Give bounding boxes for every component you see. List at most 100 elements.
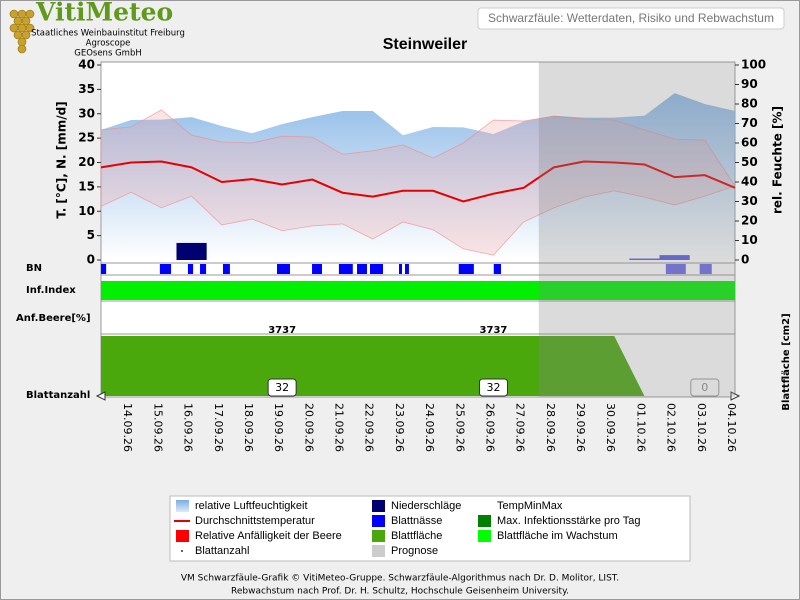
row-label: Anf.Beere[%]	[16, 313, 91, 324]
y2-axis-label: rel. Feuchte [%]	[771, 106, 785, 214]
x-tick-label: 26.09.26	[483, 403, 496, 452]
inf-index-strip	[101, 281, 735, 300]
x-tick-label: 23.09.26	[393, 403, 406, 452]
legend-label: Relative Anfälligkeit der Beere	[195, 530, 342, 542]
chart-title: Steinweiler	[383, 36, 467, 53]
legend-label: Blattfläche im Wachstum	[497, 530, 618, 542]
legend-label: Blattfläche	[391, 530, 442, 542]
legend-icon	[176, 530, 189, 542]
x-tick-label: 02.10.26	[665, 403, 678, 452]
legend-label: TempMinMax	[497, 500, 563, 512]
y-axis-label: T. [°C], N. [mm/d]	[55, 101, 69, 218]
y-tick-label: 35	[78, 82, 95, 96]
y2-tick-label: 20	[741, 214, 758, 228]
bn-block	[699, 264, 712, 274]
row-label: BN	[26, 263, 42, 274]
x-tick-label: 15.09.26	[151, 403, 164, 452]
x-tick-label: 14.09.26	[121, 403, 134, 452]
legend-icon	[478, 530, 491, 542]
y-tick-label: 30	[78, 106, 95, 120]
x-tick-label: 21.09.26	[333, 403, 346, 452]
legend-label: Prognose	[391, 545, 438, 557]
humidity-area	[101, 93, 735, 260]
precip-bar	[629, 258, 660, 260]
precip-bar	[659, 255, 690, 260]
y-tick-label: 20	[78, 155, 95, 169]
y2-tick-label: 40	[741, 175, 758, 189]
precip-bar	[176, 242, 207, 260]
bn-block	[312, 264, 322, 274]
x-tick-label: 16.09.26	[182, 403, 195, 452]
x-tick-label: 22.09.26	[363, 403, 376, 452]
line-series	[100, 160, 736, 203]
y2-tick-label: 100	[741, 58, 766, 72]
bn-block	[357, 264, 367, 274]
page-title: Schwarzfäule: Wetterdaten, Risiko und Re…	[488, 11, 774, 25]
leaf-count-box	[690, 378, 720, 397]
axis-arrow	[95, 391, 741, 401]
legend-icon	[478, 515, 491, 527]
x-tick-label: 20.09.26	[302, 403, 315, 452]
logo-line: GEOsens GmbH	[74, 49, 141, 59]
y-tick-label: 25	[78, 131, 95, 145]
bn-block	[405, 264, 409, 274]
leaf-count-box	[267, 378, 297, 397]
y-tick-label: 0	[87, 253, 95, 267]
y2-tick-label: 50	[741, 155, 758, 169]
bn-block	[159, 264, 172, 274]
legend-label: Niederschläge	[391, 500, 461, 512]
y2-tick-label: 0	[741, 253, 749, 267]
bn-block	[665, 264, 686, 274]
bn-block	[222, 264, 230, 274]
bn-block	[398, 264, 402, 274]
y2-tick-label: 30	[741, 194, 758, 208]
bn-block	[369, 264, 383, 274]
logo-line: Staatliches Weinbauinstitut Freiburg	[31, 29, 185, 39]
y-tick-label: 15	[78, 179, 95, 193]
forecast-overlay	[538, 62, 735, 397]
footer-line: VM Schwarzfäule-Grafik © VitiMeteo-Grupp…	[181, 574, 619, 584]
x-tick-label: 30.09.26	[604, 403, 617, 452]
x-tick-label: 28.09.26	[544, 403, 557, 452]
row-label: Blattanzahl	[26, 390, 90, 401]
berry-label: 3737	[480, 325, 508, 336]
bn-block	[338, 264, 353, 274]
temp-min-max-band	[100, 109, 736, 256]
x-tick-label: 17.09.26	[212, 403, 225, 452]
y2-tick-label: 10	[741, 233, 758, 247]
page-title-box	[477, 7, 785, 30]
leaf-area	[101, 336, 735, 396]
legend-icon	[372, 530, 385, 542]
x-tick-label: 29.09.26	[574, 403, 587, 452]
y-tick-label: 10	[78, 204, 95, 218]
x-tick-label: 03.10.26	[695, 403, 708, 452]
y2-tick-label: 90	[741, 77, 758, 91]
y-tick-label: 5	[87, 228, 95, 242]
legend-icon	[181, 550, 183, 552]
x-tick-label: 18.09.26	[242, 403, 255, 452]
leaf-area-axis-label: Blattfläche [cm2]	[781, 313, 792, 410]
legend-label: Max. Infektionsstärke pro Tag	[497, 515, 640, 527]
x-tick-label: 19.09.26	[272, 403, 285, 452]
legend-icon	[372, 545, 385, 557]
x-tick-label: 25.09.26	[453, 403, 466, 452]
legend-label: relative Luftfeuchtigkeit	[195, 500, 308, 512]
bn-block	[458, 264, 474, 274]
leaf-count-label: 32	[275, 381, 289, 394]
y2-tick-label: 60	[741, 136, 758, 150]
leaf-count-label: 0	[701, 381, 708, 394]
legend-label: Blattnässe	[391, 515, 442, 527]
y2-tick-label: 80	[741, 97, 758, 111]
footer-line: Rebwachstum nach Prof. Dr. H. Schultz, H…	[231, 587, 569, 597]
bn-block	[200, 264, 207, 274]
leaf-count-label: 32	[486, 381, 500, 394]
row-label: Inf.Index	[26, 285, 76, 296]
x-tick-label: 04.10.26	[725, 403, 738, 452]
legend-label: Durchschnittstemperatur	[195, 515, 315, 527]
bn-block	[187, 264, 194, 274]
logo-line: Agroscope	[86, 39, 131, 49]
legend-box	[169, 495, 691, 562]
bn-block	[277, 264, 290, 274]
leaf-count-box	[478, 378, 508, 397]
